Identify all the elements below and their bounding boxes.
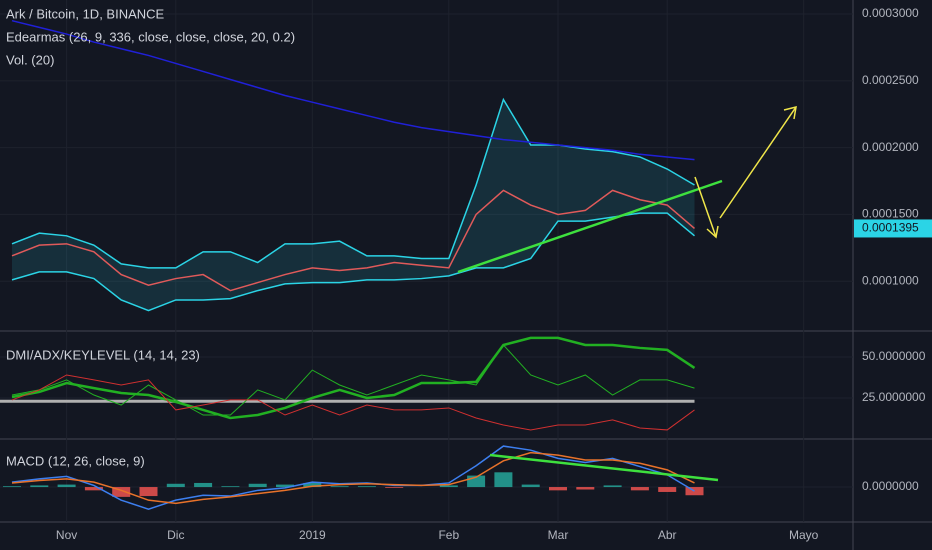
y-tick-label: 25.0000000: [862, 390, 926, 404]
series-line: [11, 19, 695, 161]
y-tick-label: 0.0000000: [862, 479, 919, 493]
x-tick-label: Abr: [658, 528, 677, 542]
y-tick-label: 0.0001000: [862, 273, 919, 287]
histogram-bar: [576, 487, 595, 490]
histogram-bar: [166, 483, 185, 488]
histogram-bar: [658, 487, 677, 492]
y-tick-label: 0.0001500: [862, 207, 919, 221]
last-price-box: [854, 219, 932, 238]
indicator-label: Vol. (20): [6, 52, 54, 67]
histogram-bar: [439, 485, 458, 488]
pane-title: DMI/ADX/KEYLEVEL (14, 14, 23): [6, 347, 200, 362]
histogram-bar: [467, 475, 486, 488]
y-tick-label: 0.0002500: [862, 73, 919, 87]
histogram-bar: [221, 486, 240, 488]
trend-line: [489, 453, 719, 482]
histogram-bar: [357, 486, 376, 488]
histogram-bar: [630, 487, 649, 491]
histogram-bar: [521, 484, 540, 488]
series-line: [11, 445, 695, 510]
histogram-bar: [494, 472, 513, 488]
histogram-bar: [330, 486, 349, 488]
y-tick-label: 0.0003000: [862, 6, 919, 20]
series-line: [11, 374, 695, 431]
x-tick-label: Nov: [56, 528, 77, 542]
indicator-label: Edearmas (26, 9, 336, close, close, clos…: [6, 29, 295, 44]
histogram-bar: [603, 485, 622, 488]
histogram-bar: [3, 486, 21, 488]
last-price-label: 0.0001395: [862, 221, 919, 235]
y-tick-label: 50.0000000: [862, 349, 926, 363]
arrow-head: [783, 105, 797, 120]
trend-line: [457, 179, 723, 274]
histogram-bar: [385, 487, 404, 488]
chart-title: Ark / Bitcoin, 1D, BINANCE: [6, 6, 165, 21]
histogram-bar: [84, 487, 103, 491]
histogram-bar: [276, 484, 294, 488]
series-line: [11, 336, 696, 420]
arrows: [694, 105, 797, 239]
x-tick-label: Dic: [167, 528, 184, 542]
histogram-bar: [57, 484, 76, 488]
histogram-bar: [194, 482, 213, 488]
series-line: [11, 212, 695, 312]
series-line: [11, 451, 695, 505]
y-tick-label: 0.0002000: [862, 140, 919, 154]
histogram-bar: [139, 487, 158, 497]
arrow-head: [706, 225, 719, 239]
histogram-bar: [549, 487, 567, 491]
histogram-bar: [112, 487, 131, 497]
arrow: [719, 106, 797, 219]
histogram-bar: [30, 485, 49, 488]
x-tick-label: 2019: [299, 528, 326, 542]
channel-fill: [12, 99, 695, 311]
histogram-bar: [303, 482, 322, 488]
pane-title: MACD (12, 26, close, 9): [6, 453, 145, 468]
x-tick-label: Mar: [548, 528, 569, 542]
histogram-bar: [248, 483, 267, 488]
x-tick-label: Feb: [438, 528, 459, 542]
arrow: [694, 176, 717, 238]
series-line: [11, 344, 695, 416]
plot-area: [0, 0, 853, 522]
series-line: [11, 189, 695, 292]
series-line: [11, 97, 695, 269]
x-tick-label: Mayo: [789, 528, 819, 542]
